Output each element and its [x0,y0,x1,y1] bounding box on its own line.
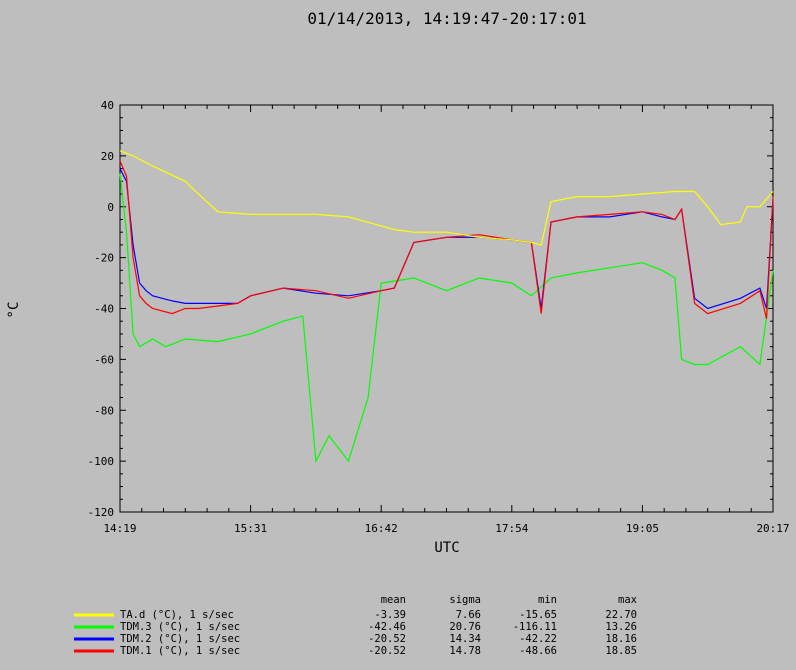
legend-stat: -42.46 [368,621,406,633]
legend-stat: -20.52 [368,645,406,657]
legend-stat: 13.26 [605,621,637,633]
legend-series-name: TDM.2 (°C), 1 s/sec [120,633,240,645]
legend-header: min [538,594,557,606]
y-tick-label: -20 [94,252,114,265]
x-tick-label: 17:54 [495,522,528,535]
x-tick-label: 15:31 [234,522,267,535]
legend: mean sigma min max TA.d (°C), 1 s/sec -3.39 7.… [74,594,637,657]
series-line-1 [119,173,774,464]
x-tick-label: 20:17 [756,522,789,535]
y-axis-label: °C [6,302,22,319]
y-tick-label: -60 [94,353,114,366]
y-tick-label: 0 [107,201,114,214]
legend-stat: 7.66 [456,609,481,621]
legend-stat: -42.22 [519,633,557,645]
x-tick-label: 14:19 [103,522,136,535]
legend-header: max [618,594,637,606]
y-tick-label: -120 [88,506,115,519]
legend-stat: 20.76 [449,621,481,633]
x-tick-label: 19:05 [626,522,659,535]
legend-stat: -116.11 [513,621,557,633]
x-axis-label: UTC [434,540,459,556]
legend-stat: -3.39 [374,609,406,621]
y-tick-label: 20 [101,150,114,163]
legend-series-name: TA.d (°C), 1 s/sec [120,609,234,621]
plot-area [119,104,774,513]
y-tick-label: -40 [94,303,114,316]
series-line-3 [119,160,774,319]
chart-title: 01/14/2013, 14:19:47-20:17:01 [307,9,586,28]
legend-header: mean [381,594,406,606]
y-tick-label: -100 [88,455,115,468]
y-tick-label: -80 [94,404,114,417]
legend-stat: 18.16 [605,633,637,645]
axis-ticks [119,104,774,513]
y-tick-labels: 40 20 0 -20 -40 -60 -80 -100 -120 [88,99,115,519]
series-line-0 [119,150,774,246]
legend-stat: -15.65 [519,609,557,621]
legend-series-name: TDM.1 (°C), 1 s/sec [120,645,240,657]
series-lines [119,150,774,464]
legend-stat: 22.70 [605,609,637,621]
legend-series-name: TDM.3 (°C), 1 s/sec [120,621,240,633]
x-tick-label: 16:42 [365,522,398,535]
legend-stat: 18.85 [605,645,637,657]
y-tick-label: 40 [101,99,114,112]
legend-stat: 14.78 [449,645,481,657]
legend-stat: -20.52 [368,633,406,645]
legend-header: sigma [449,594,481,606]
x-tick-labels: 14:19 15:31 16:42 17:54 19:05 20:17 [103,522,789,535]
legend-stat: 14.34 [449,633,481,645]
legend-stat: -48.66 [519,645,557,657]
